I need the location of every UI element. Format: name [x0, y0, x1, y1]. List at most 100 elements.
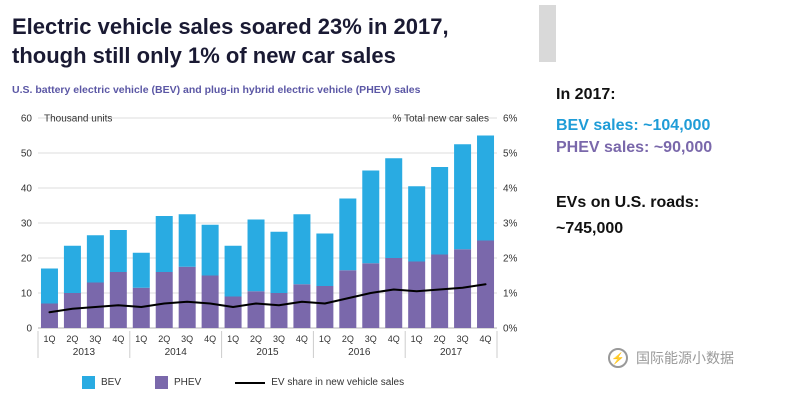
legend-phev-label: PHEV: [174, 377, 202, 388]
stats-phev-sales: PHEV sales: ~90,000: [556, 139, 713, 156]
bar-bev: [155, 216, 173, 272]
quarter-label: 4Q: [296, 334, 308, 344]
year-label: 2017: [440, 347, 463, 358]
right-axis-tick: 2%: [503, 254, 518, 265]
right-axis-tick: 6%: [503, 114, 518, 125]
quarter-label: 3Q: [365, 334, 377, 344]
phev-swatch-icon: [155, 376, 169, 389]
quarter-label: 3Q: [89, 334, 101, 344]
bar-phev: [63, 293, 81, 328]
bar-phev: [109, 272, 127, 328]
bar-phev: [201, 275, 219, 328]
right-axis-tick: 4%: [503, 184, 518, 195]
left-axis-tick: 20: [21, 254, 33, 265]
bar-bev: [408, 186, 426, 262]
bar-phev: [86, 282, 104, 328]
left-axis-tick: 30: [21, 219, 33, 230]
left-axis-tick: 60: [21, 114, 33, 125]
bar-phev: [431, 254, 449, 328]
quarter-label: 1Q: [319, 334, 331, 344]
bar-bev: [247, 219, 265, 292]
page-title: Electric vehicle sales soared 23% in 201…: [12, 12, 552, 70]
left-axis-tick: 40: [21, 184, 33, 195]
legend-item-ev-share: EV share in new vehicle sales: [235, 377, 404, 388]
bev-swatch-icon: [82, 376, 95, 389]
bar-bev: [339, 198, 357, 271]
stats-heading: In 2017:: [556, 86, 616, 103]
bar-phev: [224, 296, 242, 328]
chart-subtitle: U.S. battery electric vehicle (BEV) and …: [12, 84, 421, 96]
left-axis-tick: 0: [26, 324, 32, 335]
bar-bev: [224, 245, 242, 297]
left-axis-tick: 50: [21, 149, 33, 160]
bar-bev: [431, 167, 449, 255]
year-label: 2014: [165, 347, 188, 358]
line-swatch-icon: [235, 381, 266, 384]
page-title-line1: Electric vehicle sales soared 23% in 201…: [12, 14, 449, 39]
quarter-label: 3Q: [457, 334, 469, 344]
year-label: 2015: [256, 347, 279, 358]
legend-bev-label: BEV: [101, 377, 122, 388]
bar-bev: [293, 214, 311, 285]
quarter-label: 2Q: [250, 334, 262, 344]
bar-bev: [63, 245, 81, 293]
bar-bev: [86, 235, 104, 283]
watermark-text: 国际能源小数据: [636, 350, 734, 366]
legend-line-label: EV share in new vehicle sales: [271, 377, 405, 388]
quarter-label: 4Q: [204, 334, 216, 344]
bar-bev: [270, 231, 288, 293]
bar-phev: [270, 293, 288, 328]
bar-bev: [40, 268, 58, 304]
right-axis-tick: 3%: [503, 219, 518, 230]
watermark-logo-icon: ⚡: [608, 348, 628, 368]
bar-phev: [293, 284, 311, 328]
bar-bev: [178, 214, 196, 267]
stats-roads-heading: EVs on U.S. roads:: [556, 194, 700, 211]
year-label: 2013: [73, 347, 96, 358]
quarter-label: 2Q: [66, 334, 78, 344]
legend-item-bev: BEV: [82, 376, 121, 389]
quarter-label: 4Q: [112, 334, 124, 344]
left-axis-title: Thousand units: [44, 114, 112, 125]
stats-bev-sales: BEV sales: ~104,000: [556, 117, 711, 134]
bar-bev: [201, 224, 219, 276]
quarter-label: 1Q: [135, 334, 147, 344]
quarter-label: 2Q: [342, 334, 354, 344]
bar-bev: [454, 144, 472, 250]
ev-share-line: [48, 283, 487, 314]
page-title-line2: though still only 1% of new car sales: [12, 43, 396, 68]
ev-sales-stacked-bar-chart: 60 50 40 30 20 10 0 6% 5% 4% 3% 2% 1% 0% Thousand unit…: [21, 114, 518, 358]
bar-bev: [132, 252, 150, 288]
bar-phev: [247, 291, 265, 328]
bar-bev: [362, 170, 380, 264]
bar-bev: [316, 233, 334, 286]
chart-legend: BEV PHEV EV share in new vehicle sales: [82, 376, 404, 389]
bar-phev: [362, 263, 380, 328]
bar-bev: [477, 135, 495, 241]
quarter-label: 4Q: [388, 334, 400, 344]
quarter-label: 3Q: [181, 334, 193, 344]
right-axis-title: % Total new car sales: [392, 114, 489, 125]
quarter-label: 1Q: [411, 334, 423, 344]
bar-phev: [40, 303, 58, 328]
right-axis-tick: 1%: [503, 289, 518, 300]
bar-phev: [408, 261, 426, 328]
bar-phev: [178, 266, 196, 328]
quarter-label: 3Q: [273, 334, 285, 344]
bar-bev: [385, 158, 403, 258]
stats-roads-value: ~745,000: [556, 220, 624, 237]
bar-phev: [316, 286, 334, 328]
year-label: 2016: [348, 347, 371, 358]
top-right-divider: [539, 5, 556, 62]
watermark: ⚡ 国际能源小数据: [608, 348, 734, 368]
left-axis-tick: 10: [21, 289, 33, 300]
quarter-label: 2Q: [434, 334, 446, 344]
right-axis-tick: 5%: [503, 149, 518, 160]
quarter-label: 1Q: [43, 334, 55, 344]
legend-item-phev: PHEV: [155, 376, 201, 389]
bar-bev: [109, 230, 127, 272]
bar-phev: [385, 258, 403, 328]
quarter-label: 4Q: [480, 334, 492, 344]
quarter-label: 1Q: [227, 334, 239, 344]
